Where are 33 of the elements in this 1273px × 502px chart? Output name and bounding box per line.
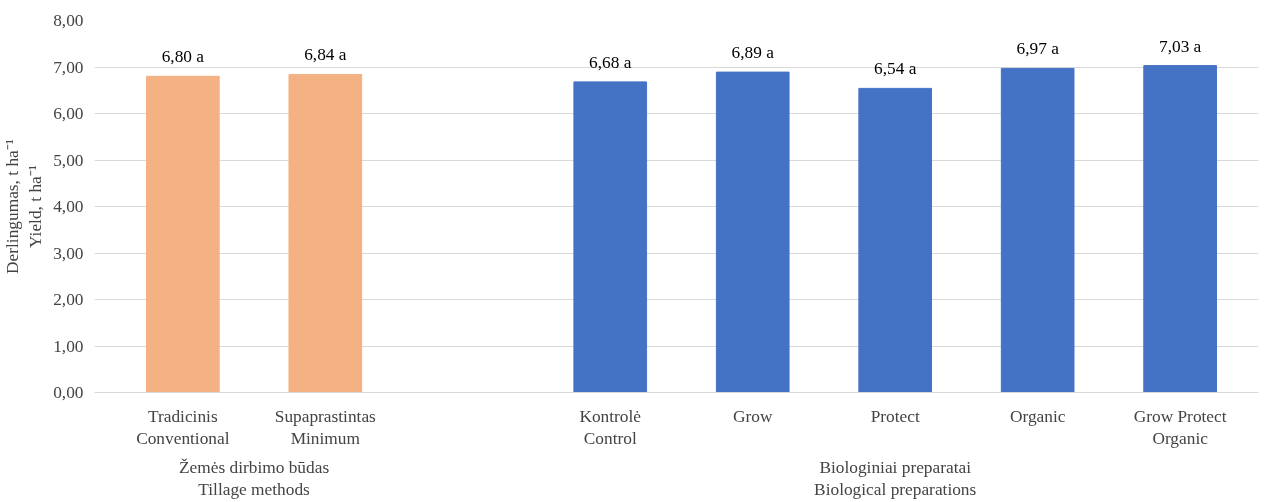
data-label: 6,80 a [161,47,205,67]
x-tick-label: Grow Protect Organic [1133,406,1227,449]
data-label: 7,03 a [1158,36,1202,56]
y-axis-title: Derlingumas, t ha⁻¹ Yield, t ha⁻¹ [3,139,46,274]
bar [573,81,648,393]
y-tick-label: 2,00 [53,290,84,309]
text: Biologiniai preparatai Biological preparations [814,457,977,500]
x-tick-label: Supaprastintas Minimum [274,406,377,449]
y-tick-label: 8,00 [53,11,84,30]
y-tick-label: 4,00 [53,197,84,216]
data-label: 6,54 a [874,59,917,79]
y-tick-label: 0,00 [53,383,84,402]
bar [146,75,220,393]
data-label: 6,97 a [1016,39,1060,59]
x-tick-label: Tradicinis Conventional [136,406,230,449]
data-label: 6,68 a [589,52,632,72]
bar [288,73,363,393]
y-tick-label: 6,00 [53,104,84,123]
x-tick-label: Grow [732,406,773,426]
y-tick-label: 3,00 [53,243,84,263]
x-tick-label: Organic [1009,406,1066,426]
data-label: 6,84 a [304,45,347,65]
bar [715,71,790,393]
data-label: 6,89 a [731,43,775,63]
text: Žemės dirbimo būdas Tillage methods [178,457,330,500]
y-tick-label: 7,00 [53,57,84,77]
bar [1000,67,1075,393]
x-tick-label: Kontrolė Control [579,406,642,449]
bar [858,87,933,393]
bar [1143,65,1217,393]
x-tick-label: Protect [870,406,920,426]
y-tick-label: 5,00 [53,150,84,170]
y-tick-label: 1,00 [53,336,84,356]
